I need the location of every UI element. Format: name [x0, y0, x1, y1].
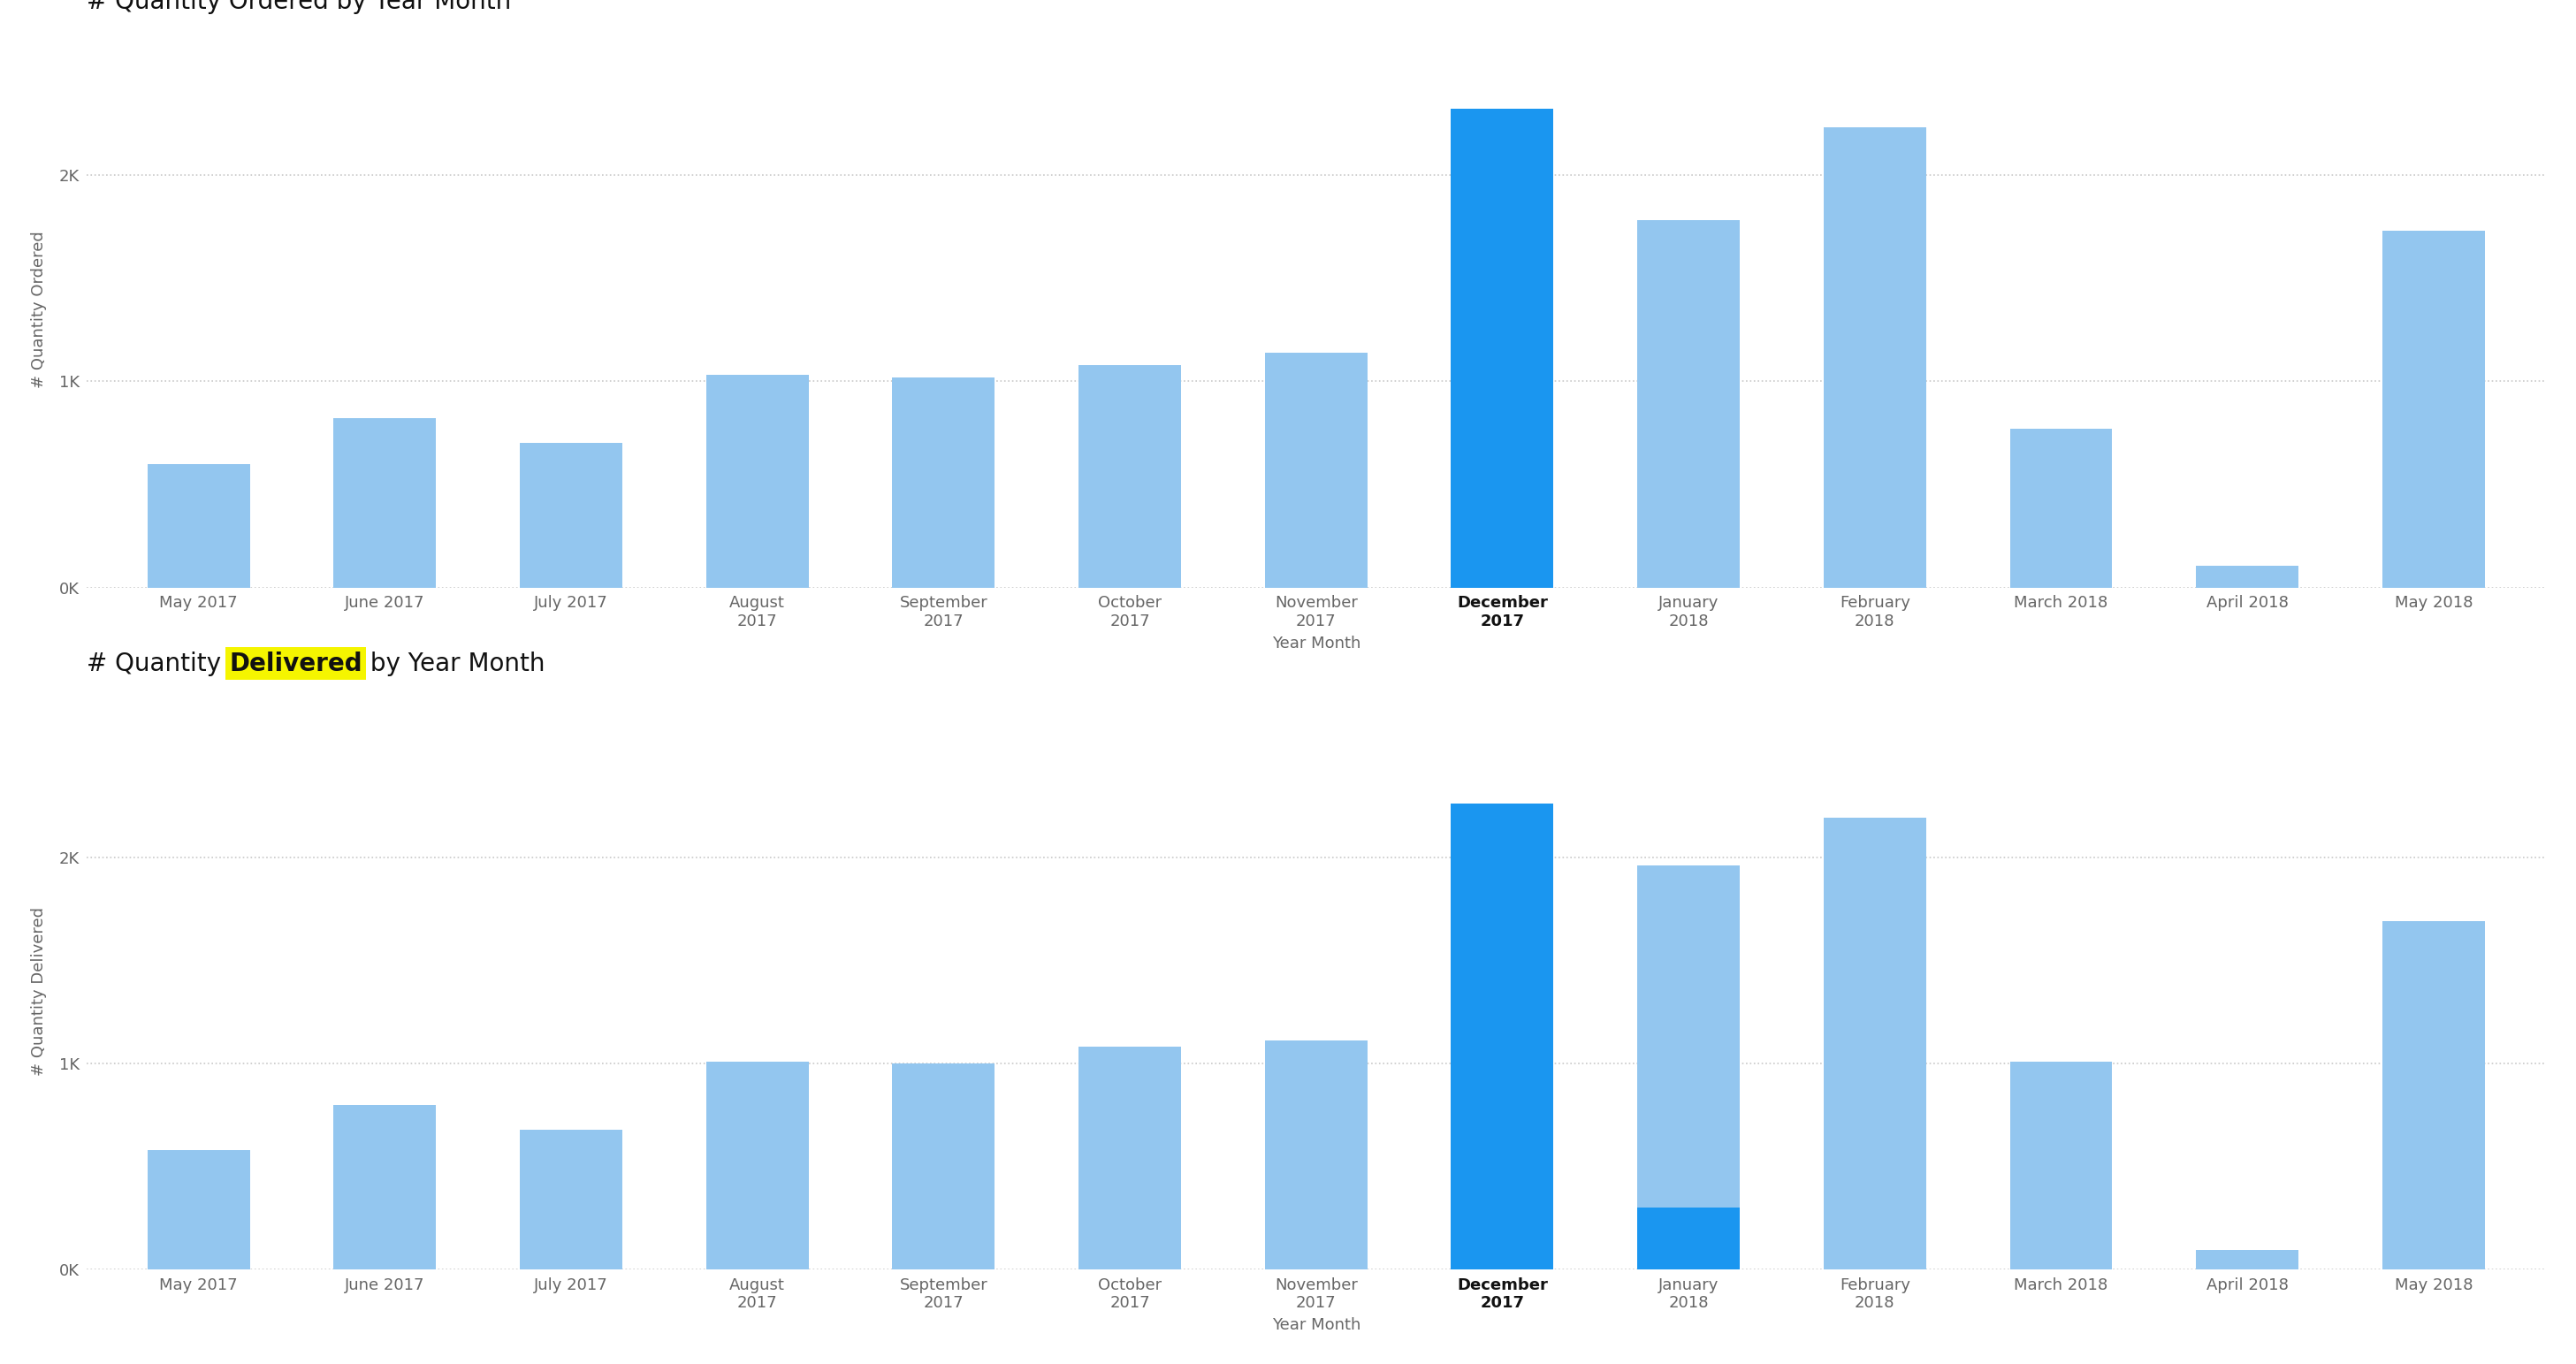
Bar [1638, 1207, 1739, 1270]
Bar [2009, 1061, 2112, 1270]
Bar [891, 378, 994, 588]
Bar [1638, 221, 1739, 588]
Bar [520, 1129, 623, 1270]
Bar [520, 443, 623, 588]
Bar [1824, 128, 1927, 588]
Bar [706, 375, 809, 588]
Text: # Quantity: # Quantity [88, 651, 229, 675]
Bar [1450, 803, 1553, 1270]
Bar [1265, 352, 1368, 588]
Bar [891, 1064, 994, 1270]
X-axis label: Year Month: Year Month [1273, 636, 1360, 651]
Bar [1079, 1046, 1180, 1270]
Bar [332, 419, 435, 588]
Bar [332, 1105, 435, 1270]
Y-axis label: # Quantity Ordered: # Quantity Ordered [31, 231, 46, 387]
Bar [2197, 566, 2298, 588]
Bar [147, 1150, 250, 1270]
Bar [1824, 818, 1927, 1270]
Bar [1638, 865, 1739, 1270]
Bar [1079, 364, 1180, 588]
Y-axis label: # Quantity Delivered: # Quantity Delivered [31, 907, 46, 1076]
Bar [1265, 1041, 1368, 1270]
Bar [147, 464, 250, 588]
Bar [2383, 921, 2486, 1270]
Text: Delivered: Delivered [229, 651, 363, 675]
Bar [2383, 231, 2486, 588]
Bar [2009, 428, 2112, 588]
Text: by Year Month: by Year Month [363, 651, 544, 675]
Bar [2197, 1249, 2298, 1270]
Text: # Quantity Ordered by Year Month: # Quantity Ordered by Year Month [88, 0, 513, 14]
Bar [1450, 109, 1553, 588]
Bar [706, 1061, 809, 1270]
X-axis label: Year Month: Year Month [1273, 1318, 1360, 1333]
